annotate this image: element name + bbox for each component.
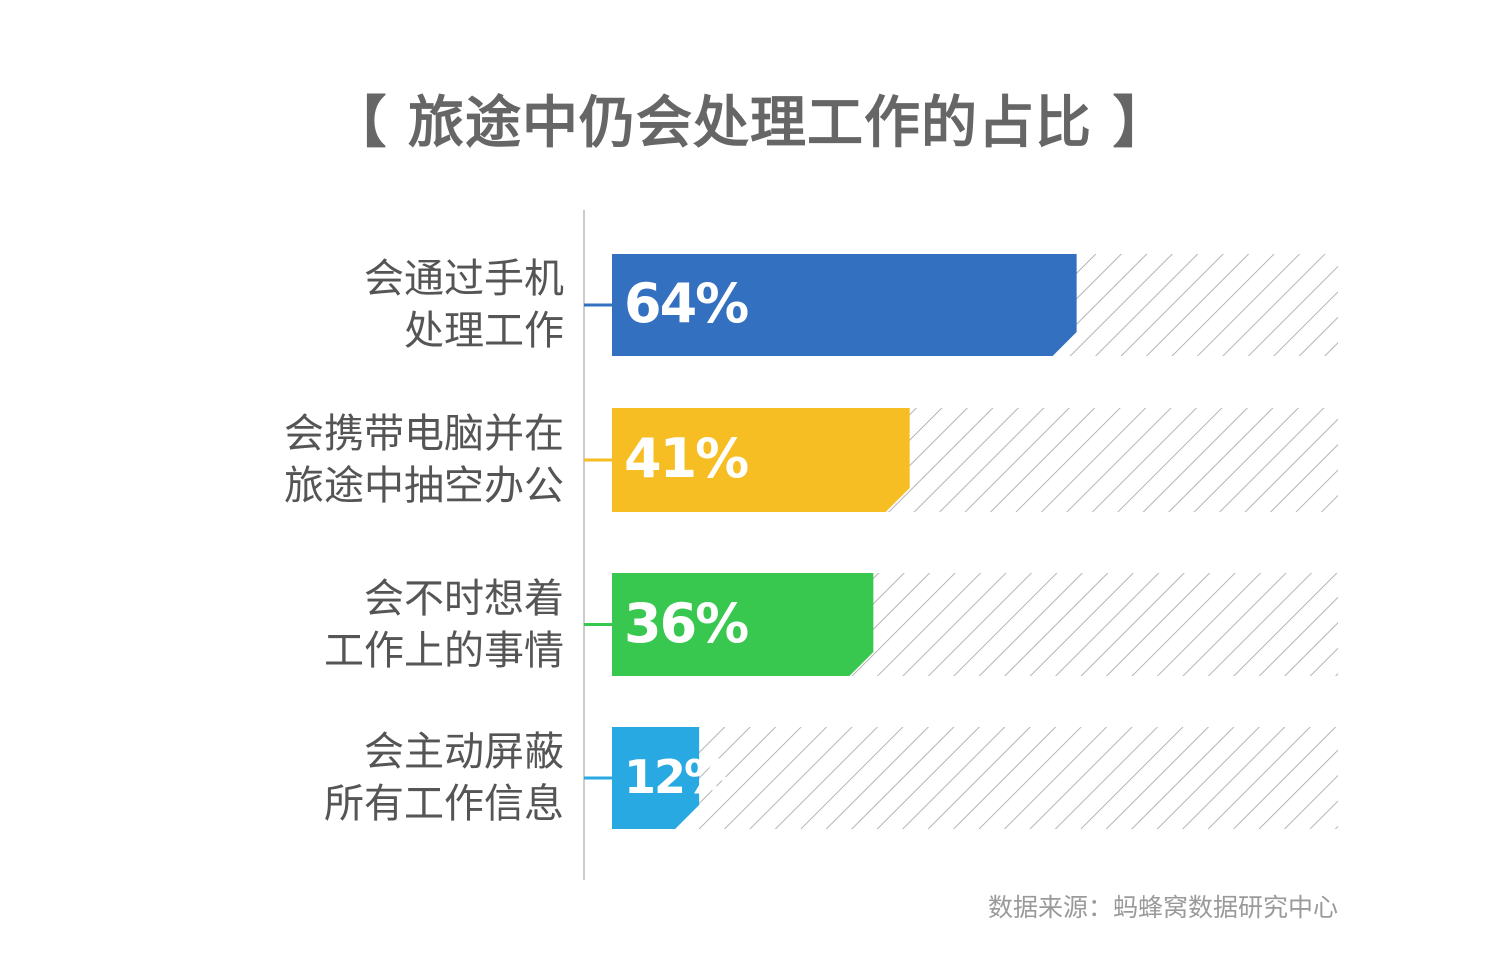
bar-track-4	[612, 727, 1338, 829]
category-label-line: 处理工作	[404, 308, 564, 354]
value-label-4: 12%	[624, 750, 730, 804]
chart-title: 【 旅途中仍会处理工作的占比 】	[330, 91, 1170, 156]
category-label-4: 会主动屏蔽所有工作信息	[164, 726, 564, 830]
value-label-2: 41%	[624, 427, 749, 490]
category-label-3: 会不时想着工作上的事情	[164, 573, 564, 677]
bar-3	[612, 573, 874, 676]
category-label-1: 会通过手机处理工作	[164, 253, 564, 357]
bar-2	[612, 408, 910, 512]
category-label-line: 旅途中抽空办公	[284, 463, 564, 509]
category-label-line: 所有工作信息	[324, 781, 564, 827]
value-label-1: 64%	[624, 272, 749, 335]
category-label-line: 工作上的事情	[324, 627, 564, 674]
data-source-note: 数据来源：蚂蜂窝数据研究中心	[987, 893, 1338, 922]
category-label-line: 会携带电脑并在	[284, 411, 564, 457]
category-label-2: 会携带电脑并在 旅途中抽空办公	[164, 408, 564, 512]
bar-1	[612, 254, 1077, 356]
category-label-line: 会通过手机	[364, 256, 564, 302]
value-label-3: 36%	[624, 591, 749, 655]
category-label-line: 会不时想着	[364, 575, 564, 622]
bar-4	[612, 727, 700, 829]
category-label-line: 会主动屏蔽	[364, 729, 564, 775]
